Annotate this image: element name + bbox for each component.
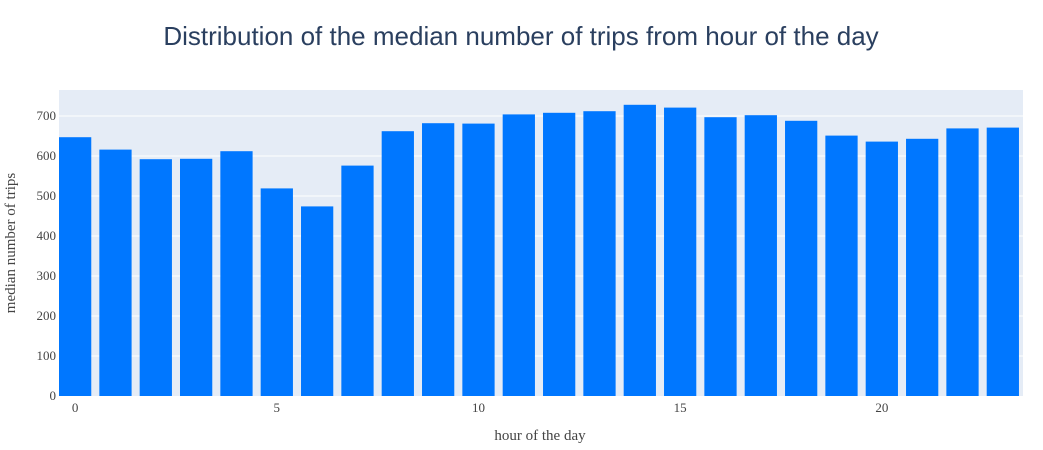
bar-hour-15[interactable] — [664, 107, 697, 396]
bars — [59, 104, 1019, 397]
bar-hour-9[interactable] — [422, 123, 455, 396]
bar-hour-8[interactable] — [381, 131, 414, 396]
y-axis-ticks: 0 100 200 300 400 500 600 700 — [37, 108, 57, 403]
x-tick-label: 5 — [274, 400, 281, 415]
bar-hour-6[interactable] — [301, 206, 334, 396]
plot-area — [59, 90, 1023, 396]
x-tick-label: 10 — [472, 400, 485, 415]
y-axis-title: median number of trips — [3, 173, 19, 314]
y-tick-label: 300 — [37, 268, 57, 283]
bar-hour-17[interactable] — [744, 115, 777, 396]
y-tick-label: 0 — [50, 388, 57, 403]
bar-hour-20[interactable] — [865, 141, 898, 396]
x-axis-ticks: 0 5 10 15 20 — [72, 400, 888, 415]
bar-hour-22[interactable] — [946, 128, 979, 396]
bar-hour-7[interactable] — [341, 165, 374, 396]
chart-title: Distribution of the median number of tri… — [163, 21, 878, 51]
bar-hour-3[interactable] — [180, 158, 213, 396]
bar-hour-2[interactable] — [139, 159, 172, 396]
y-tick-label: 600 — [37, 148, 57, 163]
bar-hour-10[interactable] — [462, 123, 495, 396]
y-tick-label: 500 — [37, 188, 57, 203]
bar-hour-16[interactable] — [704, 117, 737, 396]
bar-hour-0[interactable] — [59, 137, 92, 396]
bar-hour-14[interactable] — [623, 104, 656, 397]
y-tick-label: 400 — [37, 228, 57, 243]
bar-hour-12[interactable] — [543, 112, 576, 397]
bar-hour-5[interactable] — [260, 188, 293, 396]
x-axis-title: hour of the day — [494, 428, 586, 444]
bar-hour-18[interactable] — [785, 120, 818, 397]
gridlines — [59, 115, 1023, 357]
x-tick-label: 0 — [72, 400, 79, 415]
y-tick-label: 700 — [37, 108, 57, 123]
bar-hour-11[interactable] — [502, 114, 535, 397]
y-tick-label: 200 — [37, 308, 57, 323]
bar-hour-23[interactable] — [986, 127, 1019, 396]
bar-hour-19[interactable] — [825, 135, 858, 396]
bar-hour-21[interactable] — [906, 138, 939, 397]
y-tick-label: 100 — [37, 348, 57, 363]
x-tick-label: 20 — [875, 400, 888, 415]
bar-hour-1[interactable] — [99, 149, 132, 396]
bar-hour-4[interactable] — [220, 151, 253, 396]
x-tick-label: 15 — [674, 400, 687, 415]
bar-hour-13[interactable] — [583, 111, 616, 396]
